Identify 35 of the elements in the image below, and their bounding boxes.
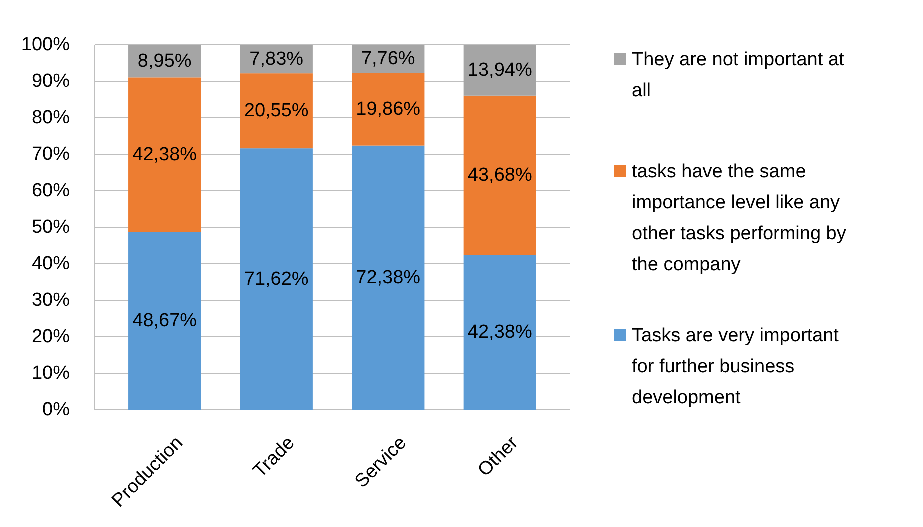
data-label: 7,83%	[250, 48, 304, 70]
bar	[464, 45, 536, 96]
y-tick-label: 0%	[42, 400, 70, 420]
y-tick-label: 80%	[32, 108, 70, 128]
data-label: 43,68%	[468, 165, 532, 186]
bar	[128, 232, 202, 410]
y-tick-label: 100%	[21, 34, 70, 56]
data-label: 71,62%	[244, 268, 309, 290]
bar	[352, 146, 425, 410]
legend-label: They are not important at all	[632, 50, 845, 102]
bar	[240, 148, 313, 410]
data-label: 48,67%	[132, 310, 198, 332]
y-tick-label: 50%	[32, 217, 70, 238]
y-tick-label: 90%	[32, 71, 70, 92]
data-label: 8,95%	[138, 50, 192, 72]
data-label: 7,76%	[361, 48, 416, 70]
bar	[240, 74, 313, 149]
y-tick-label: 30%	[32, 290, 70, 311]
legend-label: tasks have the same importance level like any other tasks performing by the company	[632, 162, 847, 276]
data-label: 72,38%	[356, 267, 421, 288]
data-label: 13,94%	[468, 60, 532, 81]
bar	[464, 96, 536, 256]
data-label: 19,86%	[356, 99, 421, 120]
bar	[464, 255, 536, 410]
data-label: 42,38%	[132, 144, 198, 166]
data-label: 20,55%	[244, 100, 309, 122]
data-label: 42,38%	[468, 322, 532, 344]
bar	[128, 78, 202, 232]
bar	[352, 73, 425, 146]
legend-label: Tasks are very important for further business development	[632, 326, 840, 408]
y-tick-label: 40%	[32, 254, 70, 274]
y-tick-label: 10%	[32, 363, 70, 384]
y-tick-label: 60%	[32, 180, 70, 202]
y-tick-label: 20%	[32, 326, 70, 348]
y-tick-label: 70%	[32, 144, 70, 165]
